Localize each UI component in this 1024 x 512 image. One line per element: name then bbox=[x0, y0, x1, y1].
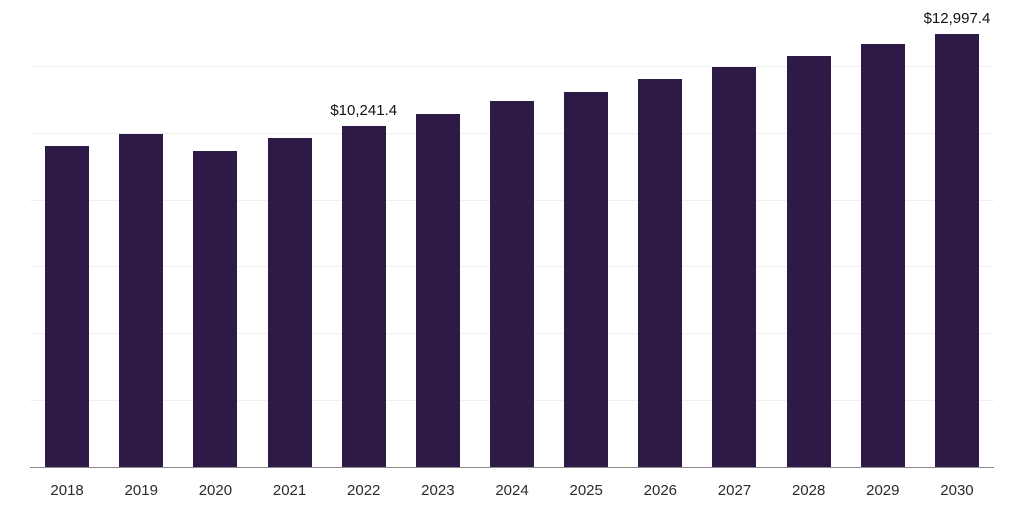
x-tick-2020: 2020 bbox=[198, 481, 233, 499]
x-axis-line bbox=[30, 467, 994, 468]
bar-2029 bbox=[860, 43, 905, 468]
bar-slot-2018 bbox=[30, 0, 104, 468]
x-tick-2027: 2027 bbox=[717, 481, 752, 499]
bar-2026 bbox=[638, 78, 683, 468]
x-tick-2022: 2022 bbox=[347, 481, 381, 499]
x-tick-2019: 2019 bbox=[124, 481, 158, 499]
bar-slot-2023 bbox=[401, 0, 475, 468]
bar-2021 bbox=[267, 138, 312, 468]
x-tick-2026: 2026 bbox=[643, 481, 678, 499]
x-tick-2024: 2024 bbox=[495, 481, 529, 499]
plot-area: $10,241.4 $12,997.4 bbox=[30, 0, 994, 468]
bar-slot-2022: $10,241.4 bbox=[327, 0, 401, 468]
bar-slot-2028 bbox=[772, 0, 846, 468]
bar-2024 bbox=[490, 100, 535, 468]
bar-2018 bbox=[45, 146, 90, 468]
x-tick-2029: 2029 bbox=[866, 481, 900, 499]
bar-slot-2024 bbox=[475, 0, 549, 468]
bar-2027 bbox=[712, 66, 757, 468]
bar-slot-2029 bbox=[846, 0, 920, 468]
bar-2019 bbox=[119, 134, 164, 468]
x-axis-labels: 2018 2019 2020 2021 2022 2023 2024 2025 2026 2027… bbox=[30, 468, 994, 512]
x-tick-2021: 2021 bbox=[272, 481, 307, 499]
bar-slot-2025 bbox=[549, 0, 623, 468]
bar-value-label-2030: $12,997.4 bbox=[923, 9, 991, 27]
x-tick-2023: 2023 bbox=[421, 481, 455, 499]
bar-slot-2021 bbox=[252, 0, 326, 468]
bar-2022: $10,241.4 bbox=[330, 102, 397, 468]
x-tick-2028: 2028 bbox=[791, 481, 826, 499]
bar-slot-2026 bbox=[623, 0, 697, 468]
x-tick-2018: 2018 bbox=[50, 481, 84, 499]
bar-slot-2030: $12,997.4 bbox=[920, 0, 994, 468]
bar-2020 bbox=[193, 151, 238, 468]
x-tick-2030: 2030 bbox=[940, 481, 974, 499]
bar-2028 bbox=[786, 55, 831, 468]
x-tick-2025: 2025 bbox=[569, 481, 603, 499]
bar-value-label-2022: $10,241.4 bbox=[330, 101, 398, 119]
bar-slot-2027 bbox=[697, 0, 771, 468]
bar-2025 bbox=[564, 91, 609, 468]
bar-slot-2019 bbox=[104, 0, 178, 468]
bar-2030: $12,997.4 bbox=[924, 10, 990, 468]
bar-2023 bbox=[415, 114, 460, 468]
bar-slot-2020 bbox=[178, 0, 252, 468]
gridline bbox=[30, 65, 994, 67]
